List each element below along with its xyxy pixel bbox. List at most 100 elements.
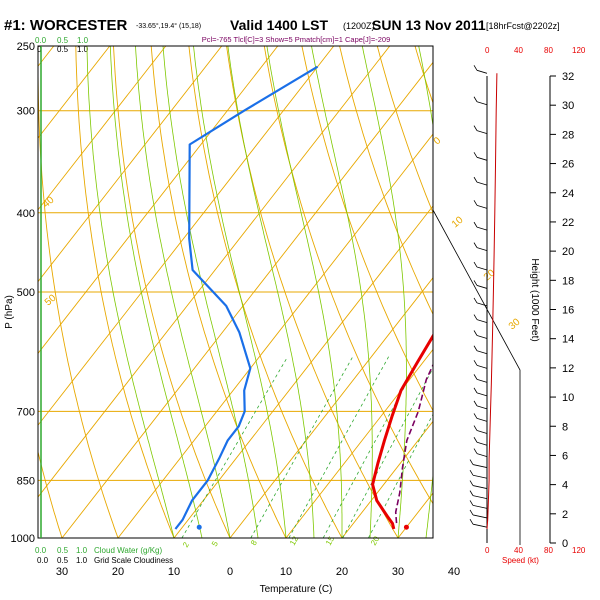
- cloud-tick: 0.5: [57, 36, 69, 45]
- cloud-scale-bottom: 0.0 0.5 1.0 Cloud Water (g/Kg) 0.0 0.5 1…: [35, 546, 173, 565]
- isotherm: [510, 46, 600, 538]
- wind-barb: [469, 490, 488, 500]
- wind-barb: [473, 374, 488, 383]
- stability-indices: Pcl=-765 Tlcl[C]=3 Show=5 Pmatch[cm]=1 C…: [202, 35, 391, 44]
- speed-tick: 80: [544, 546, 553, 555]
- wind-barb: [473, 152, 488, 161]
- height-tick: 24: [562, 188, 574, 200]
- height-tick: 8: [562, 421, 568, 433]
- wind-speed-line: [486, 73, 498, 530]
- wind-barb: [469, 459, 488, 468]
- grid-cloud-tick: 0.5: [57, 45, 69, 54]
- pressure-tick: 400: [17, 208, 35, 220]
- height-tick: 20: [562, 246, 574, 258]
- forecast-date: SUN 13 Nov 2011: [372, 17, 486, 33]
- wind-barb: [469, 509, 488, 519]
- isotherm: [61, 61, 433, 538]
- height-tick: 32: [562, 71, 574, 83]
- station-coords: -33.65°,19.4° (15,18): [136, 22, 201, 30]
- surface-dewpoint-marker: [196, 524, 202, 530]
- dry-adiabat-label: 20: [482, 267, 498, 283]
- dewpoint-profile: [174, 65, 319, 530]
- moist-adiabat: [418, 46, 433, 538]
- mixing-ratio-label: 20: [369, 534, 382, 547]
- speed-tick: 120: [572, 46, 586, 55]
- wind-barb: [469, 518, 488, 528]
- moist-adiabat: [193, 46, 287, 538]
- cloud-water-label: Cloud Water (g/Kg): [94, 546, 163, 555]
- wind-barb: [473, 425, 488, 434]
- dry-adiabat-label: 0: [432, 135, 444, 147]
- moist-adiabat: [311, 46, 373, 538]
- wind-barb: [473, 330, 488, 339]
- wind-barb: [473, 176, 488, 186]
- mixing-ratio-label: 8: [249, 538, 259, 547]
- pressure-tick: 500: [17, 287, 35, 299]
- isotherm: [38, 46, 111, 139]
- height-tick: 6: [562, 450, 568, 462]
- moist-adiabat: [454, 32, 488, 539]
- temperature-tick: 30: [392, 566, 404, 578]
- station-title: #1: WORCESTER: [4, 17, 128, 34]
- mixing-ratio-line: [288, 356, 389, 538]
- dry-adiabat: [448, 32, 600, 539]
- wind-barb: [473, 387, 488, 397]
- temperature-tick: 20: [336, 566, 348, 578]
- speed-tick: 80: [544, 46, 553, 55]
- wind-barb: [473, 96, 488, 106]
- moist-adiabat: [86, 46, 175, 538]
- isotherm: [229, 277, 433, 538]
- isotherm: [38, 46, 335, 426]
- speed-axis-label: Speed (kt): [502, 556, 539, 565]
- dry-adiabat: [301, 46, 433, 412]
- temperature-tick: 30: [56, 566, 68, 578]
- cloud-tick: 0.0: [35, 546, 47, 555]
- pressure-tick: 300: [17, 106, 35, 118]
- moist-adiabat: [266, 46, 343, 538]
- grid-cloudiness-label: Grid Scale Cloudiness: [94, 556, 173, 565]
- speed-tick: 0: [485, 46, 490, 55]
- dry-adiabat: [188, 46, 343, 538]
- height-tick: 4: [562, 480, 568, 492]
- height-tick: 2: [562, 509, 568, 521]
- pressure-tick: 1000: [11, 533, 35, 545]
- skewt-grid: [0, 32, 600, 539]
- isotherm: [38, 46, 279, 355]
- dry-adiabat: [113, 46, 231, 538]
- isotherm: [38, 46, 391, 498]
- wind-barb: [473, 345, 488, 355]
- wind-barb: [473, 242, 488, 252]
- cloud-tick: 1.0: [76, 546, 88, 555]
- dry-adiabat: [0, 32, 6, 539]
- isotherm: [566, 46, 600, 538]
- dry-adiabat-label: 10: [450, 214, 466, 230]
- x-axis-title: Temperature (C): [260, 584, 333, 595]
- height-tick: 16: [562, 305, 574, 317]
- height-tick: 22: [562, 217, 574, 229]
- dry-adiabat: [75, 46, 175, 538]
- height-tick: 0: [562, 538, 568, 550]
- moist-adiabat: [135, 46, 231, 538]
- temperature-tick: 10: [168, 566, 180, 578]
- wind-barb: [473, 125, 488, 134]
- height-tick: 18: [562, 275, 574, 287]
- mixing-ratio-label: 15: [324, 534, 337, 547]
- mixing-ratio-label: 5: [210, 539, 220, 548]
- forecast-run: [18hrFcst@2202z]: [486, 21, 560, 31]
- pressure-tick: 700: [17, 406, 35, 418]
- grid-cloud-tick: 0.0: [37, 556, 49, 565]
- cloud-scale-top: 0.0 0.5 1.0 0 0.5 1.0: [35, 36, 89, 54]
- mixing-ratio-line: [250, 356, 354, 538]
- surface-temperature-marker: [403, 524, 409, 530]
- height-axis-title: Height (1000 Feet): [529, 258, 540, 341]
- wind-barb: [473, 261, 488, 271]
- grid-cloud-tick: 0: [37, 45, 42, 54]
- wind-barb: [473, 297, 488, 307]
- height-tick: 12: [562, 363, 574, 375]
- plot-frame: [37, 45, 434, 539]
- pressure-tick: 250: [17, 41, 35, 53]
- temperature-tick: 40: [448, 566, 460, 578]
